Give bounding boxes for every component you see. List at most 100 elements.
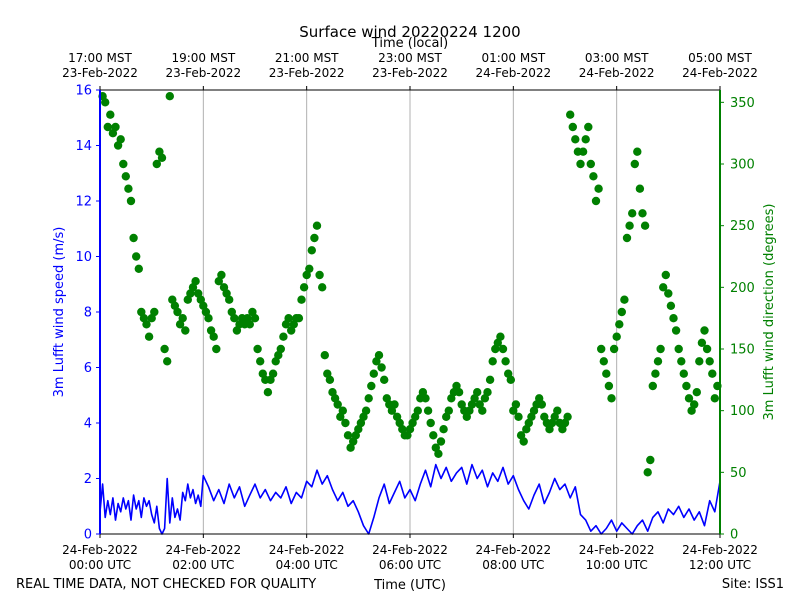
wind-direction-point — [343, 431, 353, 440]
top-tick-time: 21:00 MST — [275, 51, 339, 65]
wind-direction-point — [369, 369, 378, 378]
top-tick-date: 23-Feb-2022 — [372, 66, 448, 80]
left-tick-label: 0 — [84, 528, 92, 543]
wind-direction-point — [132, 252, 141, 261]
right-tick-label: 200 — [730, 281, 755, 296]
wind-direction-point — [671, 326, 681, 335]
wind-direction-point — [263, 388, 273, 397]
wind-direction-point — [312, 221, 322, 230]
wind-direction-point — [124, 184, 133, 193]
wind-direction-point — [178, 314, 187, 323]
top-tick-time: 23:00 MST — [378, 51, 442, 65]
wind-direction-point — [630, 159, 639, 169]
right-tick-label: 0 — [730, 528, 738, 543]
wind-direction-point — [225, 295, 234, 304]
wind-direction-point — [429, 431, 438, 440]
wind-direction-point — [101, 98, 110, 107]
wind-direction-point — [163, 357, 172, 366]
wind-direction-point — [659, 283, 668, 292]
right-tick-label: 250 — [730, 219, 755, 234]
wind-direction-point — [581, 135, 590, 144]
wind-direction-point — [297, 295, 306, 304]
wind-direction-point — [566, 110, 575, 119]
bottom-tick-date: 24-Feb-2022 — [165, 543, 241, 557]
right-tick-label: 300 — [730, 158, 755, 173]
gridlines — [202, 90, 618, 534]
right-tick-label: 350 — [730, 96, 755, 111]
wind-direction-point — [589, 172, 598, 181]
top-tick-date: 24-Feb-2022 — [579, 66, 655, 80]
wind-direction-point — [157, 153, 167, 162]
wind-direction-point — [584, 122, 593, 132]
wind-direction-point — [586, 159, 595, 169]
wind-direction-point — [119, 159, 128, 169]
top-axis-label: Time (local) — [371, 36, 448, 51]
left-tick-label: 2 — [84, 472, 92, 487]
wind-direction-point — [609, 344, 619, 354]
wind-direction-point — [643, 468, 652, 477]
wind-direction-point — [511, 400, 521, 409]
wind-direction-point — [635, 184, 645, 193]
wind-direction-point — [307, 246, 316, 255]
wind-direction-point — [666, 301, 676, 310]
wind-direction-point — [473, 388, 482, 397]
right-tick-label: 50 — [730, 466, 747, 481]
wind-direction-point — [692, 388, 701, 397]
bottom-tick-time: 00:00 UTC — [69, 558, 131, 572]
wind-direction-point — [653, 357, 663, 366]
wind-direction-point — [361, 406, 371, 415]
bottom-tick-date: 24-Feb-2022 — [579, 543, 655, 557]
right-axis-label: 3m Lufft wind direction (degrees) — [762, 204, 777, 421]
wind-direction-point — [315, 270, 324, 280]
bottom-tick-date: 24-Feb-2022 — [372, 543, 448, 557]
wind-direction-point — [710, 394, 719, 403]
wind-direction-point — [377, 363, 386, 372]
chart-title: Surface wind 20220224 1200 — [299, 23, 520, 41]
wind-direction-point — [126, 196, 136, 206]
wind-direction-point — [496, 332, 505, 341]
wind-direction-point — [638, 209, 647, 218]
wind-direction-point — [661, 270, 670, 280]
top-tick-date: 23-Feb-2022 — [269, 66, 345, 80]
wind-direction-point — [181, 326, 190, 335]
wind-direction-point — [568, 122, 577, 132]
wind-direction-point — [674, 344, 683, 354]
bottom-tick-date: 24-Feb-2022 — [682, 543, 758, 557]
wind-direction-point — [116, 135, 125, 144]
wind-direction-point — [571, 135, 580, 144]
wind-direction-point — [305, 264, 314, 273]
right-tick-label: 100 — [730, 404, 755, 419]
wind-direction-point — [628, 209, 637, 218]
wind-direction-point — [519, 437, 528, 446]
top-tick-time: 19:00 MST — [171, 51, 235, 65]
wind-direction-point — [439, 425, 448, 434]
bottom-tick-time: 10:00 UTC — [586, 558, 648, 572]
wind-direction-point — [615, 320, 624, 329]
wind-direction-point — [602, 369, 611, 378]
bottom-tick-time: 02:00 UTC — [172, 558, 234, 572]
wind-direction-point — [152, 159, 161, 169]
wind-direction-point — [677, 357, 686, 366]
wind-direction-point — [374, 351, 384, 360]
top-tick-time: 05:00 MST — [688, 51, 752, 65]
wind-direction-point — [121, 172, 130, 181]
wind-direction-point — [129, 233, 138, 243]
wind-direction-point — [604, 381, 614, 391]
wind-direction-point — [144, 332, 154, 341]
bottom-tick-time: 04:00 UTC — [276, 558, 338, 572]
wind-direction-point — [514, 412, 523, 421]
wind-direction-point — [656, 344, 665, 354]
bottom-axis-label: Time (UTC) — [373, 578, 446, 593]
bottom-tick-date: 24-Feb-2022 — [269, 543, 345, 557]
wind-direction-point — [617, 307, 626, 317]
top-tick-date: 24-Feb-2022 — [682, 66, 758, 80]
wind-direction-point — [426, 418, 435, 428]
wind-direction-point — [607, 394, 616, 403]
left-tick-label: 12 — [75, 195, 92, 210]
wind-direction-point — [488, 357, 497, 366]
wind-direction-point — [325, 375, 335, 384]
wind-direction-point — [612, 332, 621, 341]
wind-direction-point — [253, 344, 262, 354]
wind-direction-point — [320, 351, 329, 360]
